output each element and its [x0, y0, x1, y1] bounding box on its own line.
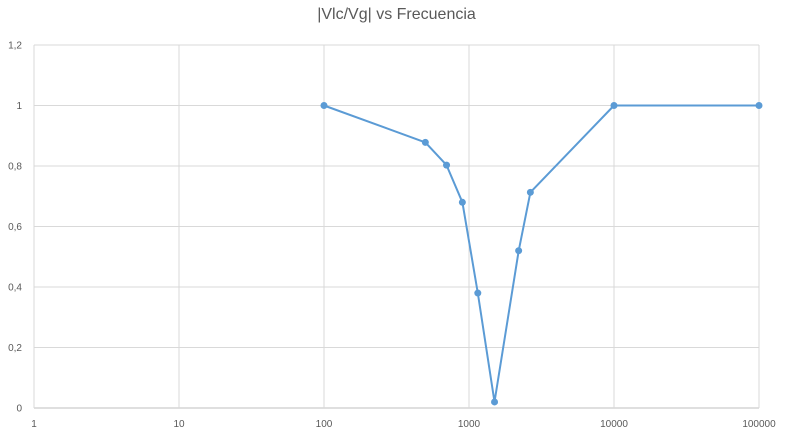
series-line	[323, 104, 759, 403]
y-tick-label: 0,8	[8, 162, 22, 173]
data-point	[610, 102, 618, 109]
x-tick-label: 10	[173, 419, 185, 430]
data-point	[443, 161, 451, 169]
x-tick-label: 100000	[742, 419, 776, 430]
x-tick-label: 10000	[600, 419, 628, 430]
y-tick-label: 1,2	[8, 41, 22, 52]
data-point	[515, 247, 523, 255]
y-tick-label: 0,4	[8, 283, 22, 294]
data-point	[421, 138, 429, 146]
data-point	[458, 198, 466, 206]
data-point	[526, 188, 534, 196]
y-tick-label: 1	[16, 101, 22, 112]
y-tick-label: 0,6	[8, 222, 22, 233]
y-tick-label: 0,2	[8, 343, 22, 354]
data-point	[755, 102, 763, 109]
x-tick-label: 1	[31, 419, 37, 430]
x-tick-label: 100	[316, 419, 333, 430]
data-point	[474, 289, 482, 297]
data-point	[320, 102, 328, 109]
x-tick-label: 1000	[458, 419, 481, 430]
y-tick-label: 0	[16, 404, 22, 415]
data-point	[491, 398, 499, 406]
chart-title: |Vlc/Vg| vs Frecuencia	[317, 6, 476, 23]
